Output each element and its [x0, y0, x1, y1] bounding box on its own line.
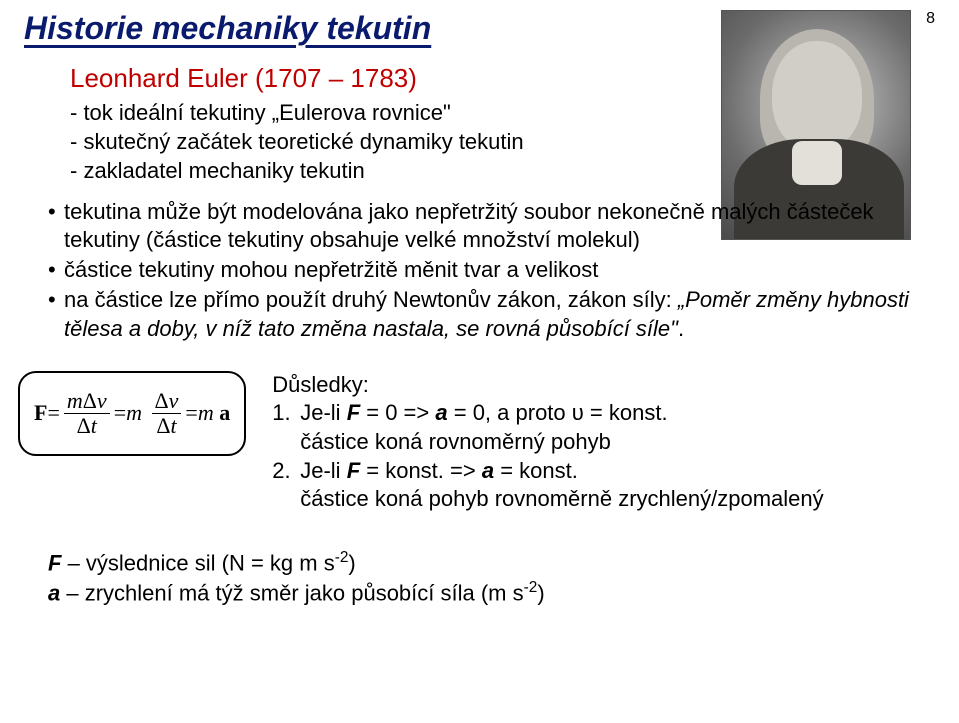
text: = konst. =>: [360, 458, 482, 483]
footnote-2: a – zrychlení má týž směr jako působící …: [48, 578, 935, 608]
frac-v2: v: [169, 388, 179, 413]
fraction: mΔv Δt: [64, 389, 110, 438]
conseq-item-1: 1. Je-li F = 0 => a = 0, a proto υ = kon…: [272, 399, 823, 428]
dash-item: - zakladatel mechaniky tekutin: [70, 158, 713, 184]
formula-m: m: [126, 400, 142, 426]
frac-m: m: [67, 388, 83, 413]
bullet-item: na částice lze přímo použít druhý Newton…: [48, 286, 927, 342]
text: Je-li: [300, 458, 346, 483]
bullet-item: tekutina může být modelována jako nepřet…: [48, 198, 927, 254]
list-number: 1.: [272, 399, 300, 428]
lower-row: F = mΔv Δt = m Δv Δt = m a Důsledky: 1.: [24, 371, 935, 514]
formula-m2: m: [198, 400, 214, 426]
page-number: 8: [911, 10, 935, 28]
sup: -2: [335, 549, 349, 566]
dash-item: - tok ideální tekutiny „Eulerova rovnice…: [70, 100, 713, 126]
formula-box: F = mΔv Δt = m Δv Δt = m a: [18, 371, 246, 456]
consequences: Důsledky: 1. Je-li F = 0 => a = 0, a pro…: [272, 371, 823, 514]
frac-delta2: Δ: [77, 413, 91, 438]
text: ): [348, 550, 355, 575]
dash-item: - skutečný začátek teoretické dynamiky t…: [70, 129, 713, 155]
var-F: F: [48, 550, 61, 575]
sup: -2: [524, 579, 538, 596]
page-title: Historie mechaniky tekutin: [24, 10, 713, 47]
text: = konst.: [494, 458, 578, 483]
text: = 0, a proto: [448, 400, 572, 425]
footnote-1: F – výslednice sil (N = kg m s-2): [48, 548, 935, 578]
bullet-item: částice tekutiny mohou nepřetržitě měnit…: [48, 256, 927, 284]
text: Je-li: [300, 400, 346, 425]
dash-list: - tok ideální tekutiny „Eulerova rovnice…: [70, 100, 713, 184]
text: ): [537, 580, 544, 605]
var-a: a: [435, 400, 447, 425]
subtitle: Leonhard Euler (1707 – 1783): [70, 63, 713, 94]
frac-t: t: [91, 413, 97, 438]
conseq-2-sub: částice koná pohyb rovnoměrně zrychlený/…: [300, 485, 823, 514]
text: = 0 =>: [360, 400, 435, 425]
var-a: a: [482, 458, 494, 483]
frac-delta4: Δ: [156, 413, 170, 438]
bullet3-plain: na částice lze přímo použít druhý Newton…: [64, 287, 678, 312]
body-text: tekutina může být modelována jako nepřet…: [48, 198, 927, 343]
text: – zrychlení má týž směr jako působící sí…: [60, 580, 523, 605]
var-F: F: [347, 458, 360, 483]
bullet3-dot: .: [678, 316, 684, 341]
eq: =: [47, 400, 59, 426]
var-a: a: [48, 580, 60, 605]
title-block: Historie mechaniky tekutin Leonhard Eule…: [24, 10, 713, 187]
frac-v: v: [97, 388, 107, 413]
list-number: 2.: [272, 457, 300, 486]
conseq-1-sub: částice koná rovnoměrný pohyb: [300, 428, 823, 457]
formula: F = mΔv Δt = m Δv Δt = m a: [34, 389, 230, 438]
frac-t2: t: [170, 413, 176, 438]
conseq-title: Důsledky:: [272, 371, 823, 400]
formula-a: a: [219, 400, 230, 426]
eq: =: [114, 400, 126, 426]
frac-delta3: Δ: [155, 388, 169, 413]
text: – výslednice sil (N = kg m s: [61, 550, 334, 575]
footnotes: F – výslednice sil (N = kg m s-2) a – zr…: [48, 548, 935, 608]
conseq-item-2: 2. Je-li F = konst. => a = konst.: [272, 457, 823, 486]
var-upsilon: υ: [572, 400, 584, 425]
frac-delta: Δ: [83, 388, 97, 413]
text: = konst.: [584, 400, 668, 425]
fraction: Δv Δt: [152, 389, 182, 438]
eq: =: [185, 400, 197, 426]
var-F: F: [347, 400, 360, 425]
formula-F: F: [34, 400, 47, 426]
